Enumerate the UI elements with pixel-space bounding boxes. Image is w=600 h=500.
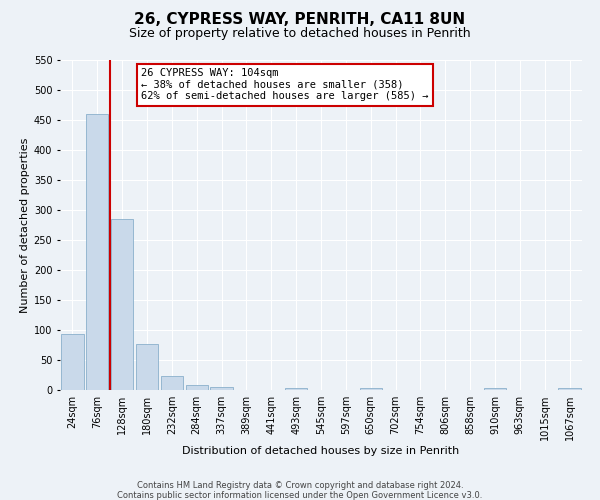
Bar xyxy=(211,387,233,390)
Bar xyxy=(61,334,83,390)
Y-axis label: Number of detached properties: Number of detached properties xyxy=(20,138,29,312)
Bar xyxy=(161,376,183,390)
Bar xyxy=(559,388,581,390)
Bar xyxy=(484,388,506,390)
Bar xyxy=(86,114,109,390)
Text: Contains HM Land Registry data © Crown copyright and database right 2024.: Contains HM Land Registry data © Crown c… xyxy=(137,481,463,490)
Text: 26 CYPRESS WAY: 104sqm
← 38% of detached houses are smaller (358)
62% of semi-de: 26 CYPRESS WAY: 104sqm ← 38% of detached… xyxy=(141,68,428,102)
Bar xyxy=(111,219,133,390)
X-axis label: Distribution of detached houses by size in Penrith: Distribution of detached houses by size … xyxy=(182,446,460,456)
Text: Size of property relative to detached houses in Penrith: Size of property relative to detached ho… xyxy=(129,28,471,40)
Bar xyxy=(136,344,158,390)
Text: Contains public sector information licensed under the Open Government Licence v3: Contains public sector information licen… xyxy=(118,491,482,500)
Bar xyxy=(185,384,208,390)
Bar xyxy=(359,388,382,390)
Text: 26, CYPRESS WAY, PENRITH, CA11 8UN: 26, CYPRESS WAY, PENRITH, CA11 8UN xyxy=(134,12,466,28)
Bar xyxy=(285,388,307,390)
